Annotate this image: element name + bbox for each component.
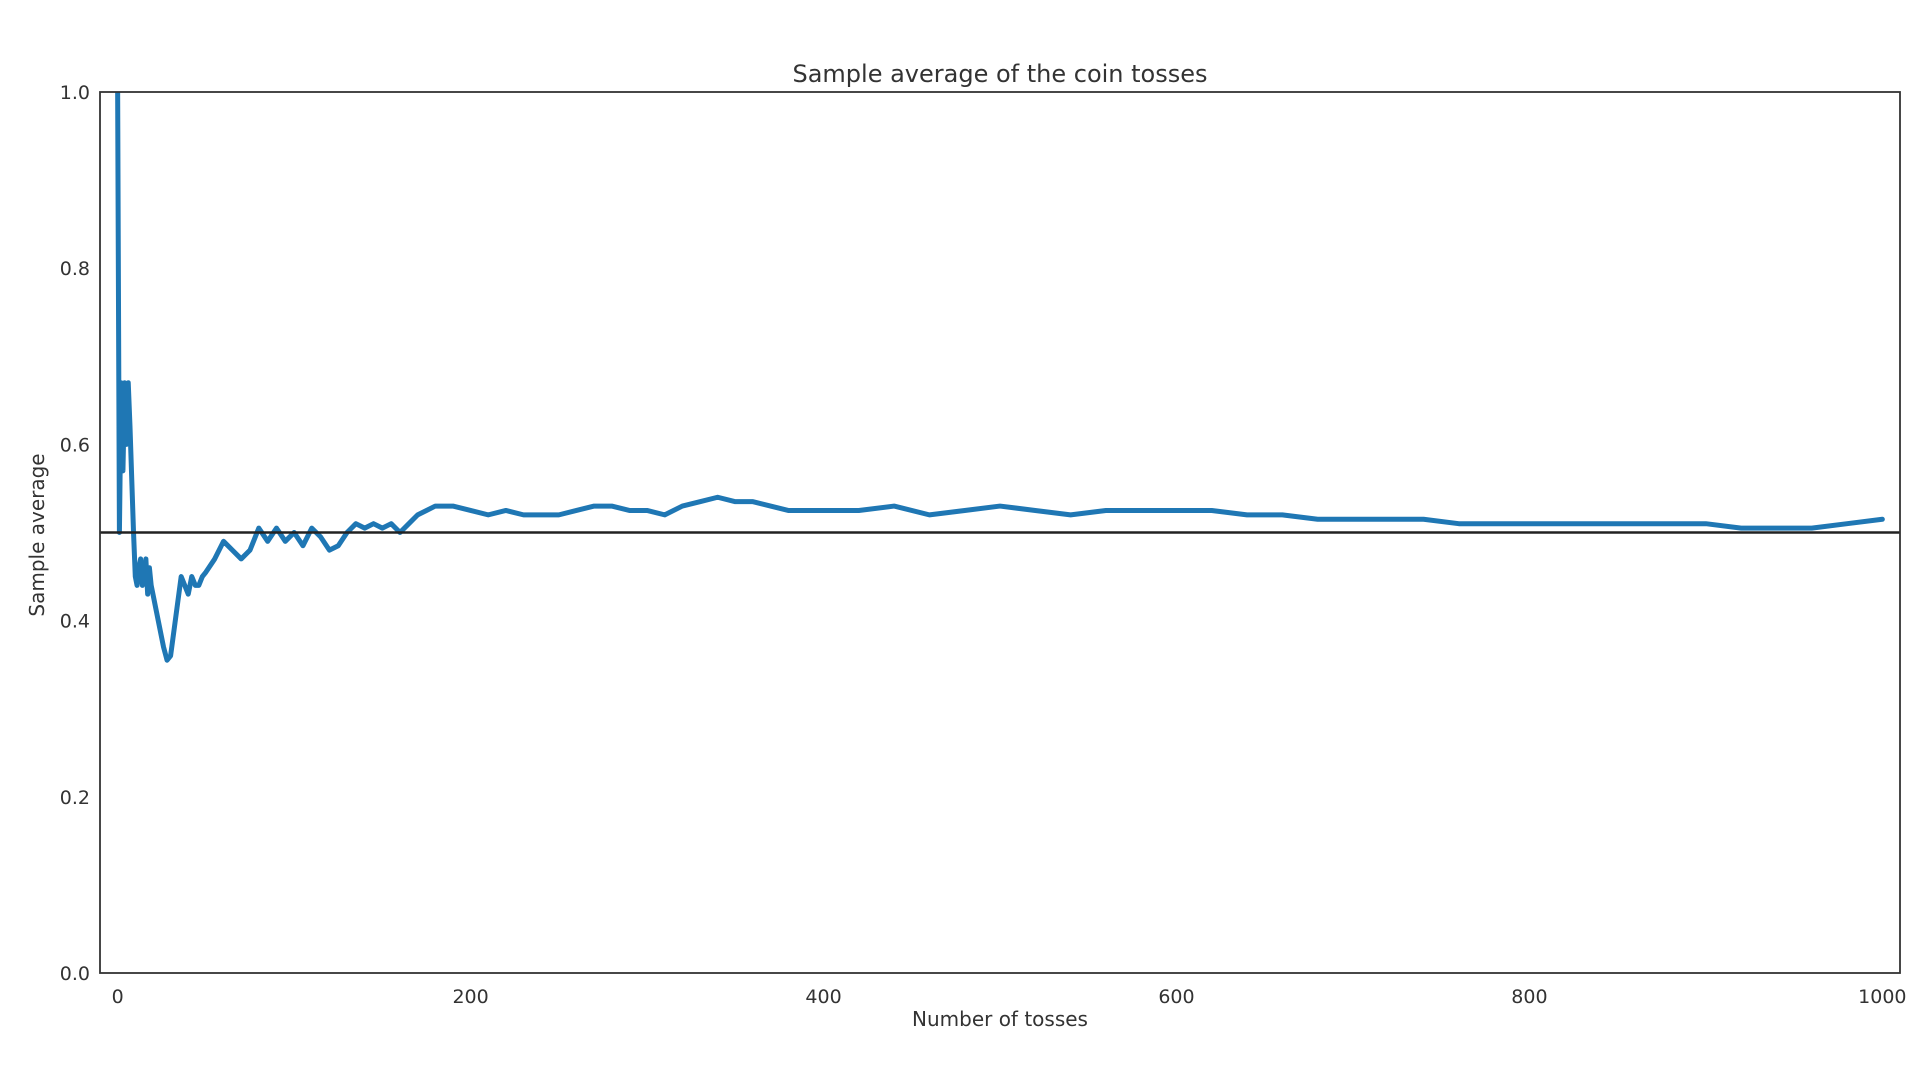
x-tick-label: 1000 (1858, 986, 1906, 1008)
y-tick-label: 0.0 (60, 963, 90, 985)
y-tick-label: 0.2 (60, 787, 90, 809)
chart-title: Sample average of the coin tosses (792, 60, 1207, 88)
y-tick-label: 0.6 (60, 434, 90, 456)
axis-ticks: 0 200 400 600 800 1000 0.0 0.2 0.4 0.6 0.8 1.0 (60, 82, 1907, 1008)
x-tick-label: 800 (1511, 986, 1547, 1008)
plot-area (99, 91, 1901, 974)
x-tick-label: 600 (1158, 986, 1194, 1008)
x-tick-label: 200 (452, 986, 488, 1008)
y-tick-label: 1.0 (60, 82, 90, 104)
x-tick-label: 400 (805, 986, 841, 1008)
y-tick-label: 0.8 (60, 258, 90, 280)
series-line-0 (115, 92, 1885, 663)
y-tick-label: 0.4 (60, 611, 90, 633)
y-axis-label: Sample average (25, 453, 49, 616)
x-tick-label: 0 (112, 986, 124, 1008)
x-axis-label: Number of tosses (912, 1007, 1088, 1031)
plot-frame (99, 91, 1901, 974)
